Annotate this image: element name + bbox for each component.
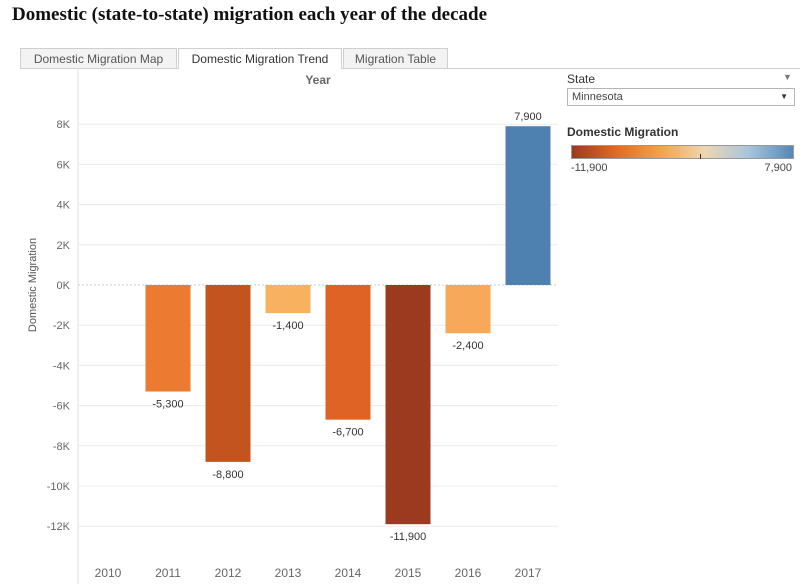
dropdown-arrow-icon: ▼ xyxy=(780,92,788,101)
bar xyxy=(205,285,251,462)
y-tick-label: -12K xyxy=(47,521,71,533)
x-tick-label: 2017 xyxy=(515,566,542,580)
data-label: -6,700 xyxy=(332,427,363,439)
y-tick-label: -2K xyxy=(53,320,71,332)
x-tick-label: 2016 xyxy=(455,566,482,580)
y-tick-label: -8K xyxy=(53,441,71,453)
state-select[interactable]: Minnesota ▼ xyxy=(567,88,795,106)
data-label: -11,900 xyxy=(390,531,427,543)
legend-min-label: -11,900 xyxy=(571,162,608,174)
data-label: -5,300 xyxy=(152,399,183,411)
tab-strip: Domestic Migration Map Domestic Migratio… xyxy=(20,46,800,69)
y-axis-label: Domestic Migration xyxy=(27,238,39,332)
y-tick-label: -6K xyxy=(53,401,71,413)
bar xyxy=(265,285,311,314)
data-label: -1,400 xyxy=(272,320,303,332)
bar xyxy=(445,285,491,334)
bar-chart: 8K 6K 4K 2K 0K -2K -4K -6K -8K -10K -12K Year Domest… xyxy=(27,68,558,584)
tab-migration-table[interactable]: Migration Table xyxy=(343,48,448,68)
x-tick-label: 2014 xyxy=(335,566,362,580)
x-tick-label: 2012 xyxy=(215,566,242,580)
legend-color-gradient xyxy=(571,145,794,159)
data-label: 7,900 xyxy=(514,111,542,123)
y-tick-label: -4K xyxy=(53,360,71,372)
bar xyxy=(385,285,431,525)
x-tick-label: 2011 xyxy=(155,566,181,580)
y-tick-label: 4K xyxy=(57,200,71,212)
y-tick-label: 2K xyxy=(57,240,71,252)
column-header: Year xyxy=(305,73,331,87)
tab-domestic-migration-map[interactable]: Domestic Migration Map xyxy=(20,48,177,68)
legend-title: Domestic Migration xyxy=(567,125,679,139)
y-tick-label: 6K xyxy=(57,159,71,171)
state-filter-label: State xyxy=(567,72,596,86)
tab-domestic-migration-trend[interactable]: Domestic Migration Trend xyxy=(178,48,342,69)
y-tick-label: -10K xyxy=(47,481,71,493)
y-tick-label: 8K xyxy=(57,119,71,131)
bar xyxy=(505,126,551,286)
x-tick-label: 2010 xyxy=(95,566,122,580)
legend-max-label: 7,900 xyxy=(764,162,792,174)
state-select-value: Minnesota xyxy=(572,91,623,103)
data-label: -8,800 xyxy=(212,469,243,481)
legend-zero-marker xyxy=(700,154,701,159)
bar xyxy=(325,285,371,420)
filter-menu-caret-icon[interactable]: ▼ xyxy=(783,72,792,82)
bar xyxy=(145,285,191,392)
data-label: -2,400 xyxy=(452,340,483,352)
x-tick-label: 2015 xyxy=(395,566,422,580)
page-title: Domestic (state-to-state) migration each… xyxy=(12,4,488,25)
y-tick-label: 0K xyxy=(57,280,71,292)
x-tick-label: 2013 xyxy=(275,566,302,580)
